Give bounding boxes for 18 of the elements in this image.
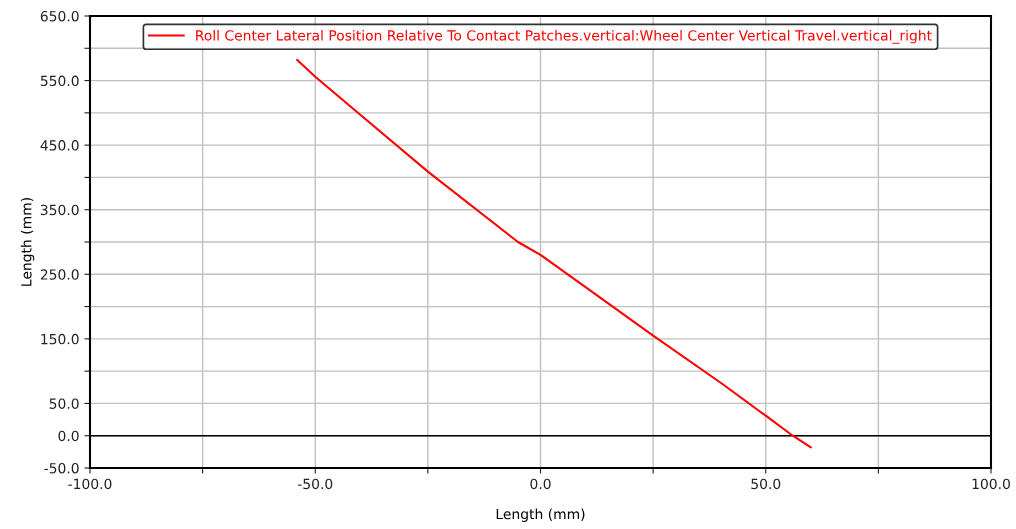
y-tick-label: -50.0 (44, 462, 79, 474)
y-tick-label: 550.0 (40, 75, 79, 87)
y-tick-label: 150.0 (41, 333, 79, 345)
y-tick-label: 0.0 (58, 430, 79, 442)
x-tick-label: 100.0 (972, 478, 1010, 490)
y-tick-label: 50.0 (49, 398, 79, 409)
x-axis-title: Length (mm) (496, 508, 585, 522)
y-tick-label: 450.0 (40, 140, 79, 151)
legend-label: Roll Center Lateral Position Relative To Contact Patches.vertical:Wheel Center Vertical Travel.vertical_right (196, 29, 932, 44)
x-tick-label: -100.0 (68, 478, 112, 490)
y-tick-label: 350.0 (40, 204, 79, 216)
y-tick-label: 650.0 (40, 10, 79, 22)
x-tick-label: 50.0 (751, 478, 781, 490)
x-tick-label: -50.0 (297, 478, 333, 490)
y-axis-title: Length (mm) (20, 198, 35, 286)
x-tick-label: 0.0 (530, 478, 551, 490)
line-series (296, 58, 812, 449)
y-tick-label: 250.0 (40, 269, 79, 280)
